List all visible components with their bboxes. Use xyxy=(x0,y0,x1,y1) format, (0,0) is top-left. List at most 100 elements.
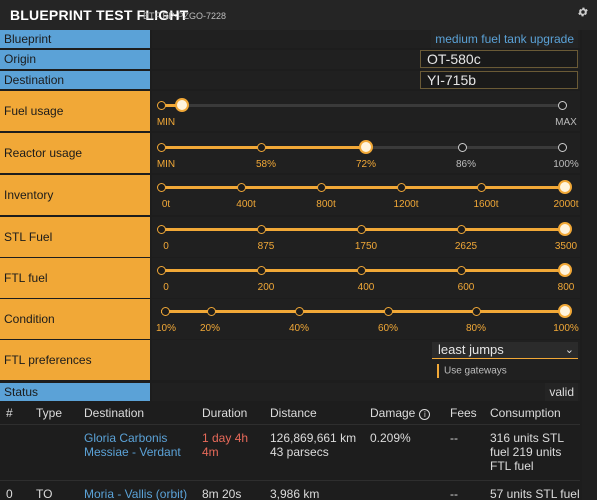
stl-tick-2: 1750 xyxy=(354,241,378,252)
col-type: Type xyxy=(30,402,78,424)
inventory-slider[interactable]: 0t 400t 800t 1200t 1600t 2000t xyxy=(152,175,580,215)
gear-icon[interactable] xyxy=(577,6,591,20)
ftl-tick-3: 600 xyxy=(457,282,475,293)
cell-damage xyxy=(364,479,444,500)
condition-handle[interactable] xyxy=(558,304,572,318)
inventory-tick-5: 2000t xyxy=(553,199,579,210)
destination-label: Destination xyxy=(0,71,150,89)
col-fees: Fees xyxy=(444,402,484,424)
fuel-usage-max-stop[interactable] xyxy=(558,101,567,110)
cell-distance: 3,986 km xyxy=(264,479,364,500)
ftl-tick-0: 0 xyxy=(163,282,169,293)
ftl-fuel-label: FTL fuel xyxy=(0,258,150,298)
cell-destination-link[interactable]: Moria - Vallis (orbit) xyxy=(78,479,196,500)
reactor-stop-3[interactable] xyxy=(458,143,467,152)
col-consumption: Consumption xyxy=(484,402,580,424)
cell-consumption: 316 units STL fuel 219 units FTL fuel xyxy=(484,423,580,480)
ftl-tick-2: 400 xyxy=(357,282,375,293)
blueprint-value-link[interactable]: medium fuel tank upgrade xyxy=(431,30,578,48)
cell-destination-link[interactable]: Gloria Carbonis Messiae - Verdant xyxy=(78,423,196,480)
origin-row: Origin OT-580c xyxy=(0,50,597,69)
inventory-handle[interactable] xyxy=(558,180,572,194)
reactor-stop-4[interactable] xyxy=(558,143,567,152)
stl-stop-0[interactable] xyxy=(157,225,166,234)
reactor-stop-0[interactable] xyxy=(157,143,166,152)
fuel-usage-handle[interactable] xyxy=(175,98,189,112)
ftl-stop-0[interactable] xyxy=(157,266,166,275)
inventory-tick-1: 400t xyxy=(236,199,256,210)
condition-stop-0[interactable] xyxy=(161,307,170,316)
col-distance: Distance xyxy=(264,402,364,424)
use-gateways-label: Use gateways xyxy=(444,365,507,377)
col-duration: Duration xyxy=(196,402,264,424)
fuel-usage-min-stop[interactable] xyxy=(157,101,166,110)
inventory-stop-2[interactable] xyxy=(317,183,326,192)
condition-slider[interactable]: 10% 20% 40% 60% 80% 100% xyxy=(152,299,580,339)
condition-label: Condition xyxy=(0,299,150,339)
stl-stop-1[interactable] xyxy=(257,225,266,234)
info-icon[interactable]: i xyxy=(419,408,431,420)
col-destination: Destination xyxy=(78,402,196,424)
inventory-stop-0[interactable] xyxy=(157,183,166,192)
reactor-tick-4: 100% xyxy=(553,159,579,170)
ftl-fuel-handle[interactable] xyxy=(558,263,572,277)
cell-type xyxy=(30,423,78,480)
inventory-stop-1[interactable] xyxy=(237,183,246,192)
condition-tick-4: 80% xyxy=(465,323,487,334)
stl-fuel-slider[interactable]: 0 875 1750 2625 3500 xyxy=(152,217,580,257)
ftl-fuel-row: FTL fuel 0 200 400 600 800 xyxy=(0,258,597,298)
status-badge: valid xyxy=(545,383,578,401)
reactor-tick-2: 72% xyxy=(355,159,377,170)
cell-fees: -- xyxy=(444,423,484,480)
use-gateways-checkbox[interactable]: Use gateways xyxy=(437,364,507,378)
condition-stop-1[interactable] xyxy=(207,307,216,316)
reactor-usage-handle[interactable] xyxy=(359,140,373,154)
status-row: Status valid xyxy=(0,383,597,401)
scrollbar[interactable] xyxy=(582,30,597,500)
reactor-usage-label: Reactor usage xyxy=(0,133,150,173)
ftl-preferences-row: FTL preferences least jumps ⌄ Use gatewa… xyxy=(0,340,597,380)
stl-tick-1: 875 xyxy=(257,241,275,252)
condition-stop-2[interactable] xyxy=(295,307,304,316)
inventory-stop-3[interactable] xyxy=(397,183,406,192)
chevron-down-icon: ⌄ xyxy=(564,344,574,356)
table-header-row: # Type Destination Duration Distance Dam… xyxy=(0,402,580,424)
cell-fees: -- xyxy=(444,479,484,500)
stl-fuel-handle[interactable] xyxy=(558,222,572,236)
ftl-stop-1[interactable] xyxy=(257,266,266,275)
destination-row: Destination YI-715b xyxy=(0,71,597,89)
condition-stop-4[interactable] xyxy=(472,307,481,316)
cell-distance: 126,869,661 km 43 parsecs xyxy=(264,423,364,480)
fuel-usage-slider[interactable]: MIN MAX xyxy=(152,91,580,131)
route-table: # Type Destination Duration Distance Dam… xyxy=(0,402,580,500)
condition-tick-0: 10% xyxy=(155,323,177,334)
ftl-preferences-select[interactable]: least jumps ⌄ xyxy=(432,342,578,359)
ftl-tick-4: 800 xyxy=(557,282,575,293)
page-subtitle: BTF BP-PZGO-7228 xyxy=(143,11,227,21)
reactor-stop-1[interactable] xyxy=(257,143,266,152)
table-row[interactable]: 0 TO Moria - Vallis (orbit) 8m 20s 3,986… xyxy=(0,479,580,500)
fuel-usage-row: Fuel usage MIN MAX xyxy=(0,91,597,131)
table-row[interactable]: Gloria Carbonis Messiae - Verdant 1 day … xyxy=(0,423,580,480)
inventory-tick-2: 800t xyxy=(316,199,336,210)
origin-label: Origin xyxy=(0,50,150,69)
destination-field[interactable]: YI-715b xyxy=(420,71,578,89)
stl-stop-3[interactable] xyxy=(457,225,466,234)
reactor-usage-row: Reactor usage MIN 58% 72% 86% 100% xyxy=(0,133,597,173)
fuel-usage-label: Fuel usage xyxy=(0,91,150,131)
condition-tick-5: 100% xyxy=(553,323,579,334)
stl-stop-2[interactable] xyxy=(357,225,366,234)
stl-tick-3: 2625 xyxy=(454,241,478,252)
cell-consumption: 57 units STL fuel xyxy=(484,479,580,500)
cell-duration: 1 day 4h 4m xyxy=(196,423,264,480)
condition-stop-3[interactable] xyxy=(384,307,393,316)
ftl-stop-2[interactable] xyxy=(357,266,366,275)
inventory-stop-4[interactable] xyxy=(477,183,486,192)
inventory-tick-4: 1600t xyxy=(473,199,499,210)
ftl-fuel-slider[interactable]: 0 200 400 600 800 xyxy=(152,258,580,298)
reactor-tick-0: MIN xyxy=(156,159,176,170)
origin-field[interactable]: OT-580c xyxy=(420,50,578,68)
ftl-stop-3[interactable] xyxy=(457,266,466,275)
reactor-usage-slider[interactable]: MIN 58% 72% 86% 100% xyxy=(152,133,580,173)
condition-tick-3: 60% xyxy=(377,323,399,334)
